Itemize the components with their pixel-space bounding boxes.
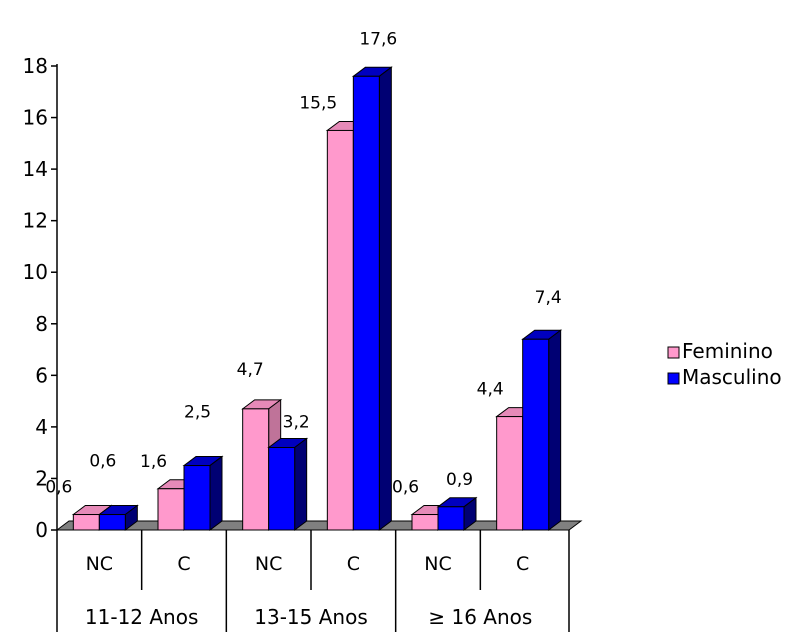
bar-front — [157, 488, 185, 531]
bar-front — [522, 338, 550, 531]
data-label: 0,6 — [89, 452, 116, 472]
legend-label: Feminino — [682, 339, 773, 363]
group-label: 13-15 Anos — [254, 605, 368, 629]
y-tick-label: 18 — [23, 54, 48, 78]
legend-swatch — [667, 372, 680, 385]
bar-front — [437, 506, 465, 531]
data-label: 7,4 — [535, 288, 562, 308]
data-label: 2,5 — [184, 403, 211, 423]
bar-front — [411, 514, 439, 531]
y-tick-label: 10 — [23, 260, 48, 284]
y-tick-label: 8 — [35, 312, 48, 336]
data-label: 3,2 — [283, 413, 310, 433]
bar — [267, 437, 309, 531]
category-label: NC — [255, 553, 282, 575]
bar-side — [209, 455, 223, 531]
legend-label: Masculino — [682, 365, 782, 389]
category-label: NC — [424, 553, 451, 575]
group-label: ≥ 16 Anos — [428, 605, 532, 629]
category-table: NC C NC C NC C 11-12 Anos 13-15 Anos ≥ 16 Anos — [56, 530, 570, 632]
bar-side — [378, 66, 392, 531]
data-labels: 0,6 1,6 4,7 15,5 0,6 4,4 0,6 2,5 3,2 17,6 0,9 7,4 — [45, 29, 561, 497]
y-tick-label: 12 — [23, 209, 48, 233]
bar-front — [98, 514, 126, 531]
data-label: 15,5 — [299, 93, 337, 113]
data-label: 0,6 — [45, 478, 72, 498]
y-axis: 0 2 4 6 8 10 12 14 16 18 — [23, 54, 58, 542]
y-tick-label: 16 — [23, 106, 48, 130]
y-tick-label: 4 — [35, 415, 48, 439]
category-label: C — [177, 553, 190, 575]
data-label: 1,6 — [140, 452, 167, 472]
data-label: 0,6 — [392, 478, 419, 498]
y-tick-label: 2 — [35, 466, 48, 490]
category-label: C — [516, 553, 529, 575]
bar-side — [548, 329, 562, 531]
bar-front — [326, 129, 354, 531]
category-label: NC — [86, 553, 113, 575]
bar-side — [294, 437, 308, 531]
bar-front — [72, 514, 100, 531]
bar-front — [268, 447, 296, 531]
legend-swatch — [667, 346, 680, 359]
group-label: 11-12 Anos — [85, 605, 199, 629]
y-tick-label: 0 — [35, 518, 48, 542]
data-label: 17,6 — [359, 29, 397, 49]
bar-front — [183, 465, 211, 531]
data-label: 4,4 — [477, 380, 504, 400]
y-tick-label: 6 — [35, 363, 48, 387]
bar — [521, 329, 563, 531]
data-label: 0,9 — [446, 470, 473, 490]
y-tick-label: 14 — [23, 157, 48, 181]
category-label: C — [347, 553, 360, 575]
bar — [436, 496, 478, 531]
bar-front — [242, 408, 270, 531]
bar — [97, 504, 139, 532]
bar-front — [352, 75, 380, 531]
bar — [351, 66, 393, 531]
bar — [182, 455, 224, 531]
bar-front — [496, 416, 524, 531]
bars — [71, 66, 563, 532]
data-label: 4,7 — [237, 360, 264, 380]
